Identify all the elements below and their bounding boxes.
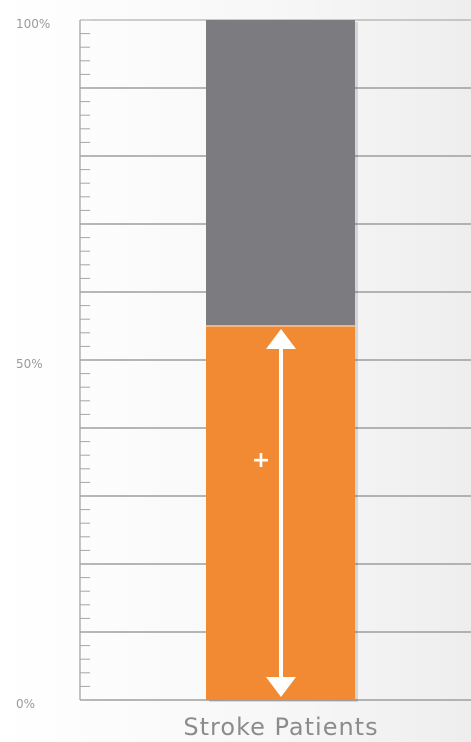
plus-annotation: + <box>252 448 270 473</box>
bar-upper-segment <box>206 20 355 326</box>
arrow-head-up <box>266 329 296 349</box>
y-tick-label-100: 100% <box>16 17 50 31</box>
y-axis-tick-labels: 0% 50% 100% <box>16 17 50 711</box>
y-axis-minor-ticks <box>80 19 90 701</box>
y-tick-label-50: 50% <box>16 357 43 371</box>
category-label: Stroke Patients <box>183 713 378 741</box>
arrow-head-down <box>266 677 296 697</box>
y-tick-label-0: 0% <box>16 697 35 711</box>
annotation: + <box>252 329 296 697</box>
